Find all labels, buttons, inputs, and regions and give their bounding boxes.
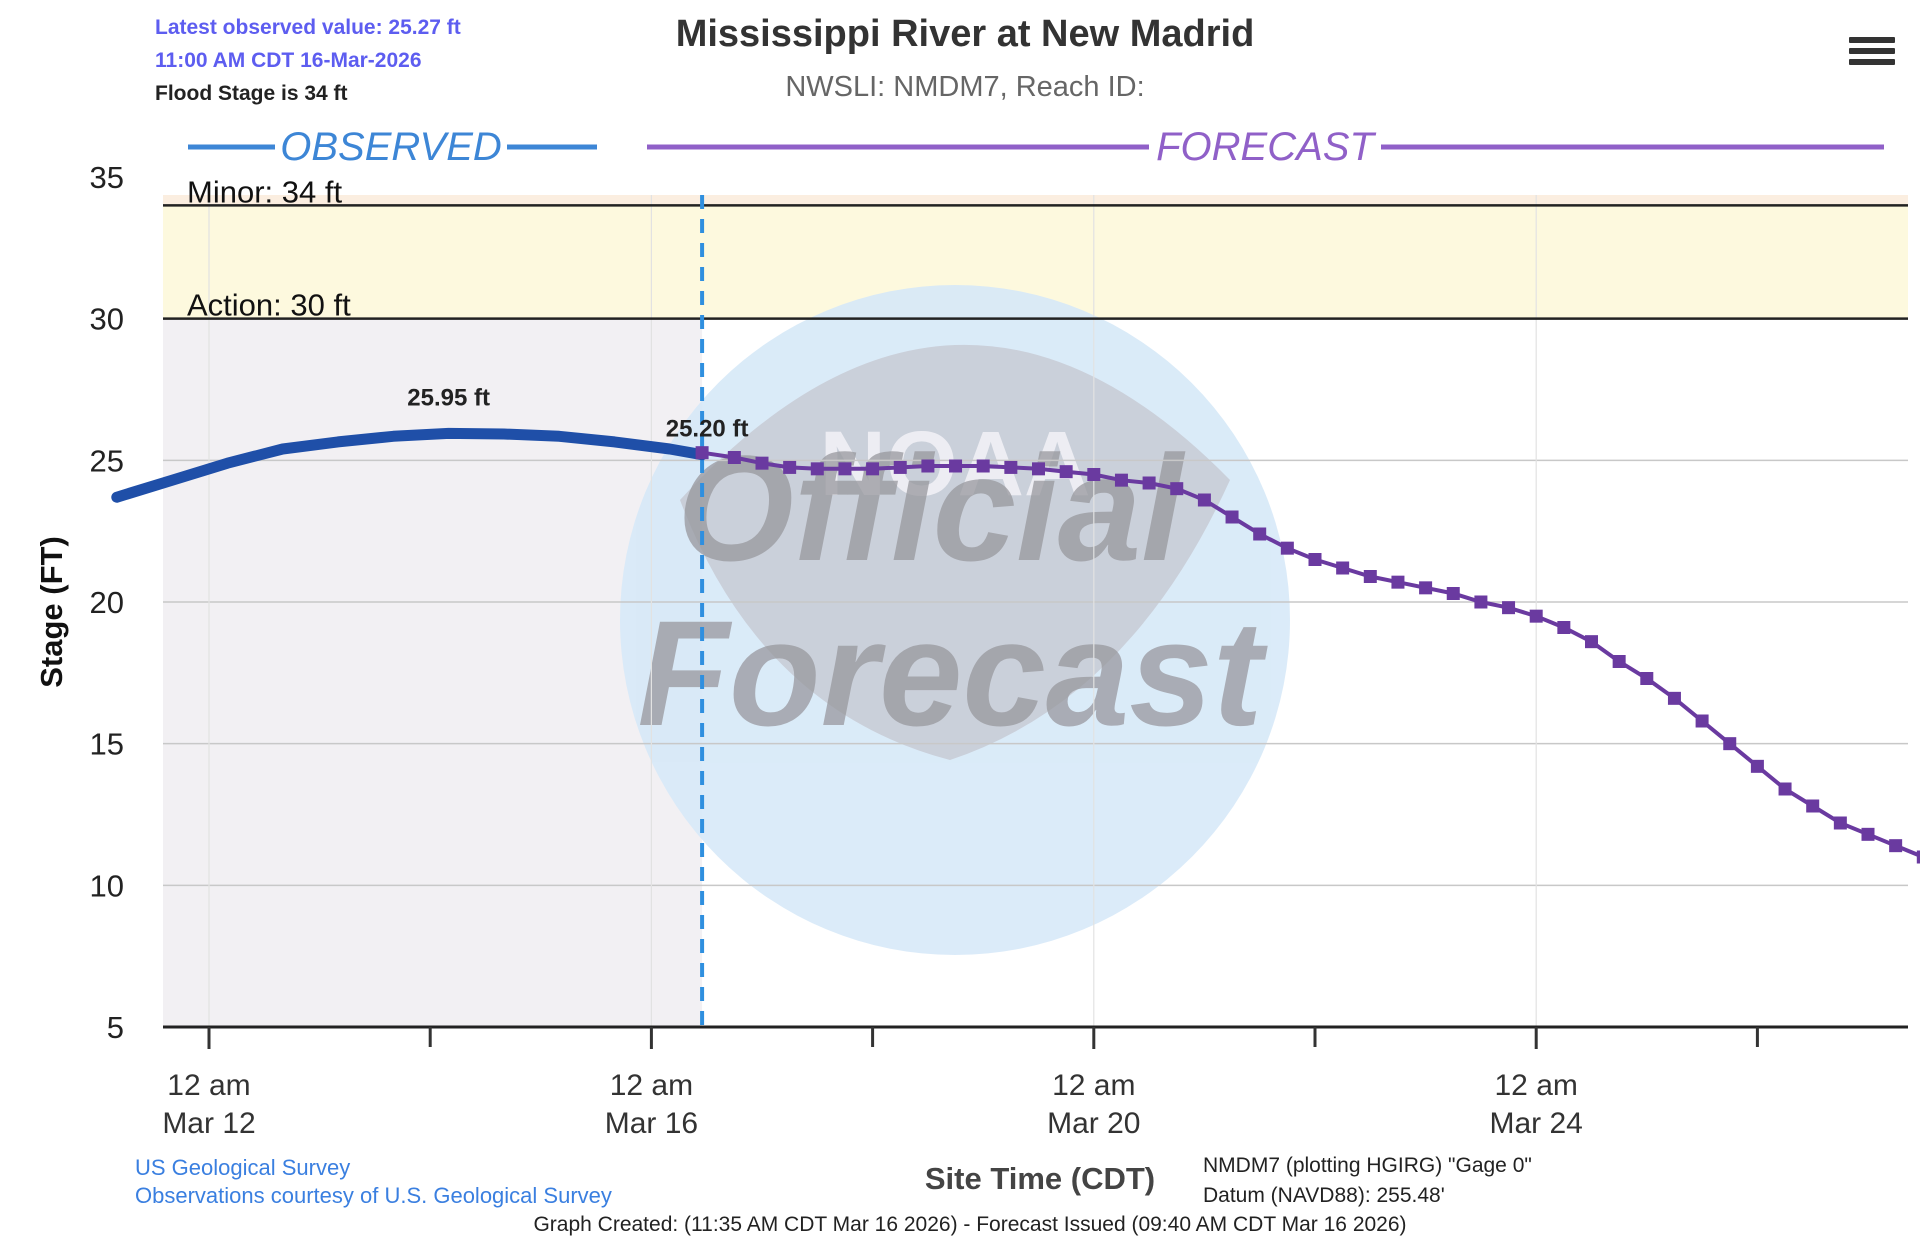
x-tick-label-date: Mar 20 — [1047, 1107, 1140, 1140]
chart-title: Mississippi River at New Madrid — [676, 13, 1255, 55]
forecast-point — [1004, 460, 1018, 474]
forecast-point — [1059, 465, 1073, 479]
x-tick-label-date: Mar 24 — [1490, 1107, 1583, 1140]
forecast-point — [1695, 714, 1709, 728]
y-tick-label: 25 — [90, 443, 124, 478]
observed-period-background — [163, 318, 703, 1028]
forecast-point — [1778, 782, 1792, 796]
forecast-point — [1557, 621, 1571, 634]
forecast-point — [1391, 575, 1405, 589]
segment-labels: OBSERVED FORECAST — [188, 125, 1884, 169]
latest-observed-value: Latest observed value: 25.27 ft — [155, 16, 461, 39]
usgs-observations-credit[interactable]: Observations courtesy of U.S. Geological… — [135, 1183, 612, 1208]
x-tick-label-date: Mar 16 — [605, 1107, 698, 1140]
datum-line-2: Datum (NAVD88): 255.48' — [1203, 1184, 1445, 1207]
forecast-point — [893, 460, 907, 474]
forecast-point — [695, 446, 709, 460]
value-annotation: 25.95 ft — [407, 384, 490, 411]
x-tick-label-time: 12 am — [167, 1069, 250, 1102]
forecast-point — [1087, 468, 1101, 481]
forecast-point — [1806, 799, 1820, 813]
y-tick-label: 5 — [107, 1010, 124, 1045]
y-tick-label: 15 — [90, 727, 124, 762]
forecast-point — [1474, 595, 1488, 609]
x-tick-label-date: Mar 12 — [162, 1107, 255, 1140]
forecast-point — [1308, 553, 1322, 566]
axes: 5 10 15 20 25 30 35 12 am Mar 12 12 am Mar 16 12 am… — [90, 160, 1908, 1140]
forecast-point — [1667, 691, 1681, 705]
forecast-point — [1336, 561, 1350, 575]
noaa-seal-bird-icon — [680, 344, 1230, 760]
forecast-point — [755, 456, 769, 470]
annotations: 25.95 ft 25.20 ft — [407, 384, 748, 442]
value-annotation: 25.20 ft — [666, 416, 749, 443]
forecast-point — [1225, 510, 1239, 524]
forecast-segment-label: FORECAST — [1156, 125, 1376, 169]
x-tick-label-time: 12 am — [1495, 1069, 1578, 1102]
forecast-point — [1032, 462, 1045, 476]
menu-bar — [1849, 37, 1895, 43]
forecast-point — [1750, 759, 1764, 773]
forecast-point — [1253, 527, 1267, 541]
forecast-point — [866, 462, 880, 476]
threshold-lines: Minor: 34 ft Action: 30 ft — [163, 174, 1908, 323]
menu-bar — [1849, 48, 1895, 54]
forecast-point — [1114, 473, 1128, 487]
y-tick-label: 35 — [90, 160, 124, 195]
x-axis-title: Site Time (CDT) — [925, 1161, 1155, 1196]
menu-bar — [1849, 59, 1895, 65]
forecast-point — [1502, 601, 1516, 615]
noaa-watermark: NOAA Official Forecast — [620, 285, 1290, 955]
forecast-point — [810, 462, 824, 476]
forecast-point — [727, 451, 741, 464]
watermark-forecast: Forecast — [637, 589, 1268, 757]
forecast-point — [1446, 587, 1460, 600]
watermark-official: Official — [677, 424, 1186, 592]
forecast-point — [949, 459, 963, 473]
datum-line-1: NMDM7 (plotting HGIRG) "Gage 0" — [1203, 1154, 1532, 1177]
minor-stage-band — [163, 195, 1908, 206]
x-tick-label-time: 12 am — [1052, 1069, 1135, 1102]
forecast-point — [783, 460, 797, 474]
forecast-point — [1170, 482, 1184, 496]
usgs-credit[interactable]: US Geological Survey — [135, 1155, 350, 1180]
forecast-point — [1529, 609, 1543, 623]
forecast-point — [1833, 816, 1847, 830]
flood-stage-text: Flood Stage is 34 ft — [155, 82, 348, 105]
hamburger-menu-icon[interactable] — [1844, 30, 1900, 78]
forecast-point — [1640, 672, 1654, 685]
observed-series-line — [111, 427, 708, 503]
observed-segment-label: OBSERVED — [280, 125, 502, 169]
forecast-point — [1280, 541, 1294, 555]
latest-observed-time: 11:00 AM CDT 16-Mar-2026 — [155, 49, 422, 72]
forecast-point — [1723, 737, 1737, 751]
forecast-point — [1142, 476, 1156, 490]
forecast-point — [921, 459, 935, 473]
forecast-point — [1889, 839, 1903, 853]
chart-subtitle: NWSLI: NMDM7, Reach ID: — [785, 71, 1144, 103]
forecast-point — [1197, 493, 1211, 507]
threshold-label-action: Action: 30 ft — [187, 288, 351, 323]
forecast-point — [1419, 581, 1433, 595]
forecast-point — [1612, 655, 1626, 668]
threshold-label-minor: Minor: 34 ft — [187, 174, 342, 209]
graph-created-text: Graph Created: (11:35 AM CDT Mar 16 2026… — [533, 1213, 1406, 1236]
forecast-point — [1585, 635, 1598, 649]
forecast-point — [1916, 850, 1920, 864]
forecast-point — [838, 462, 852, 476]
y-axis-title: Stage (FT) — [34, 536, 69, 688]
x-tick-label-time: 12 am — [610, 1069, 693, 1102]
y-tick-label: 20 — [90, 585, 124, 620]
y-tick-label: 10 — [90, 868, 124, 903]
forecast-point — [976, 459, 990, 473]
series — [111, 195, 1920, 1027]
y-tick-label: 30 — [90, 302, 124, 337]
forecast-point — [1861, 827, 1875, 841]
forecast-point — [1363, 570, 1377, 583]
